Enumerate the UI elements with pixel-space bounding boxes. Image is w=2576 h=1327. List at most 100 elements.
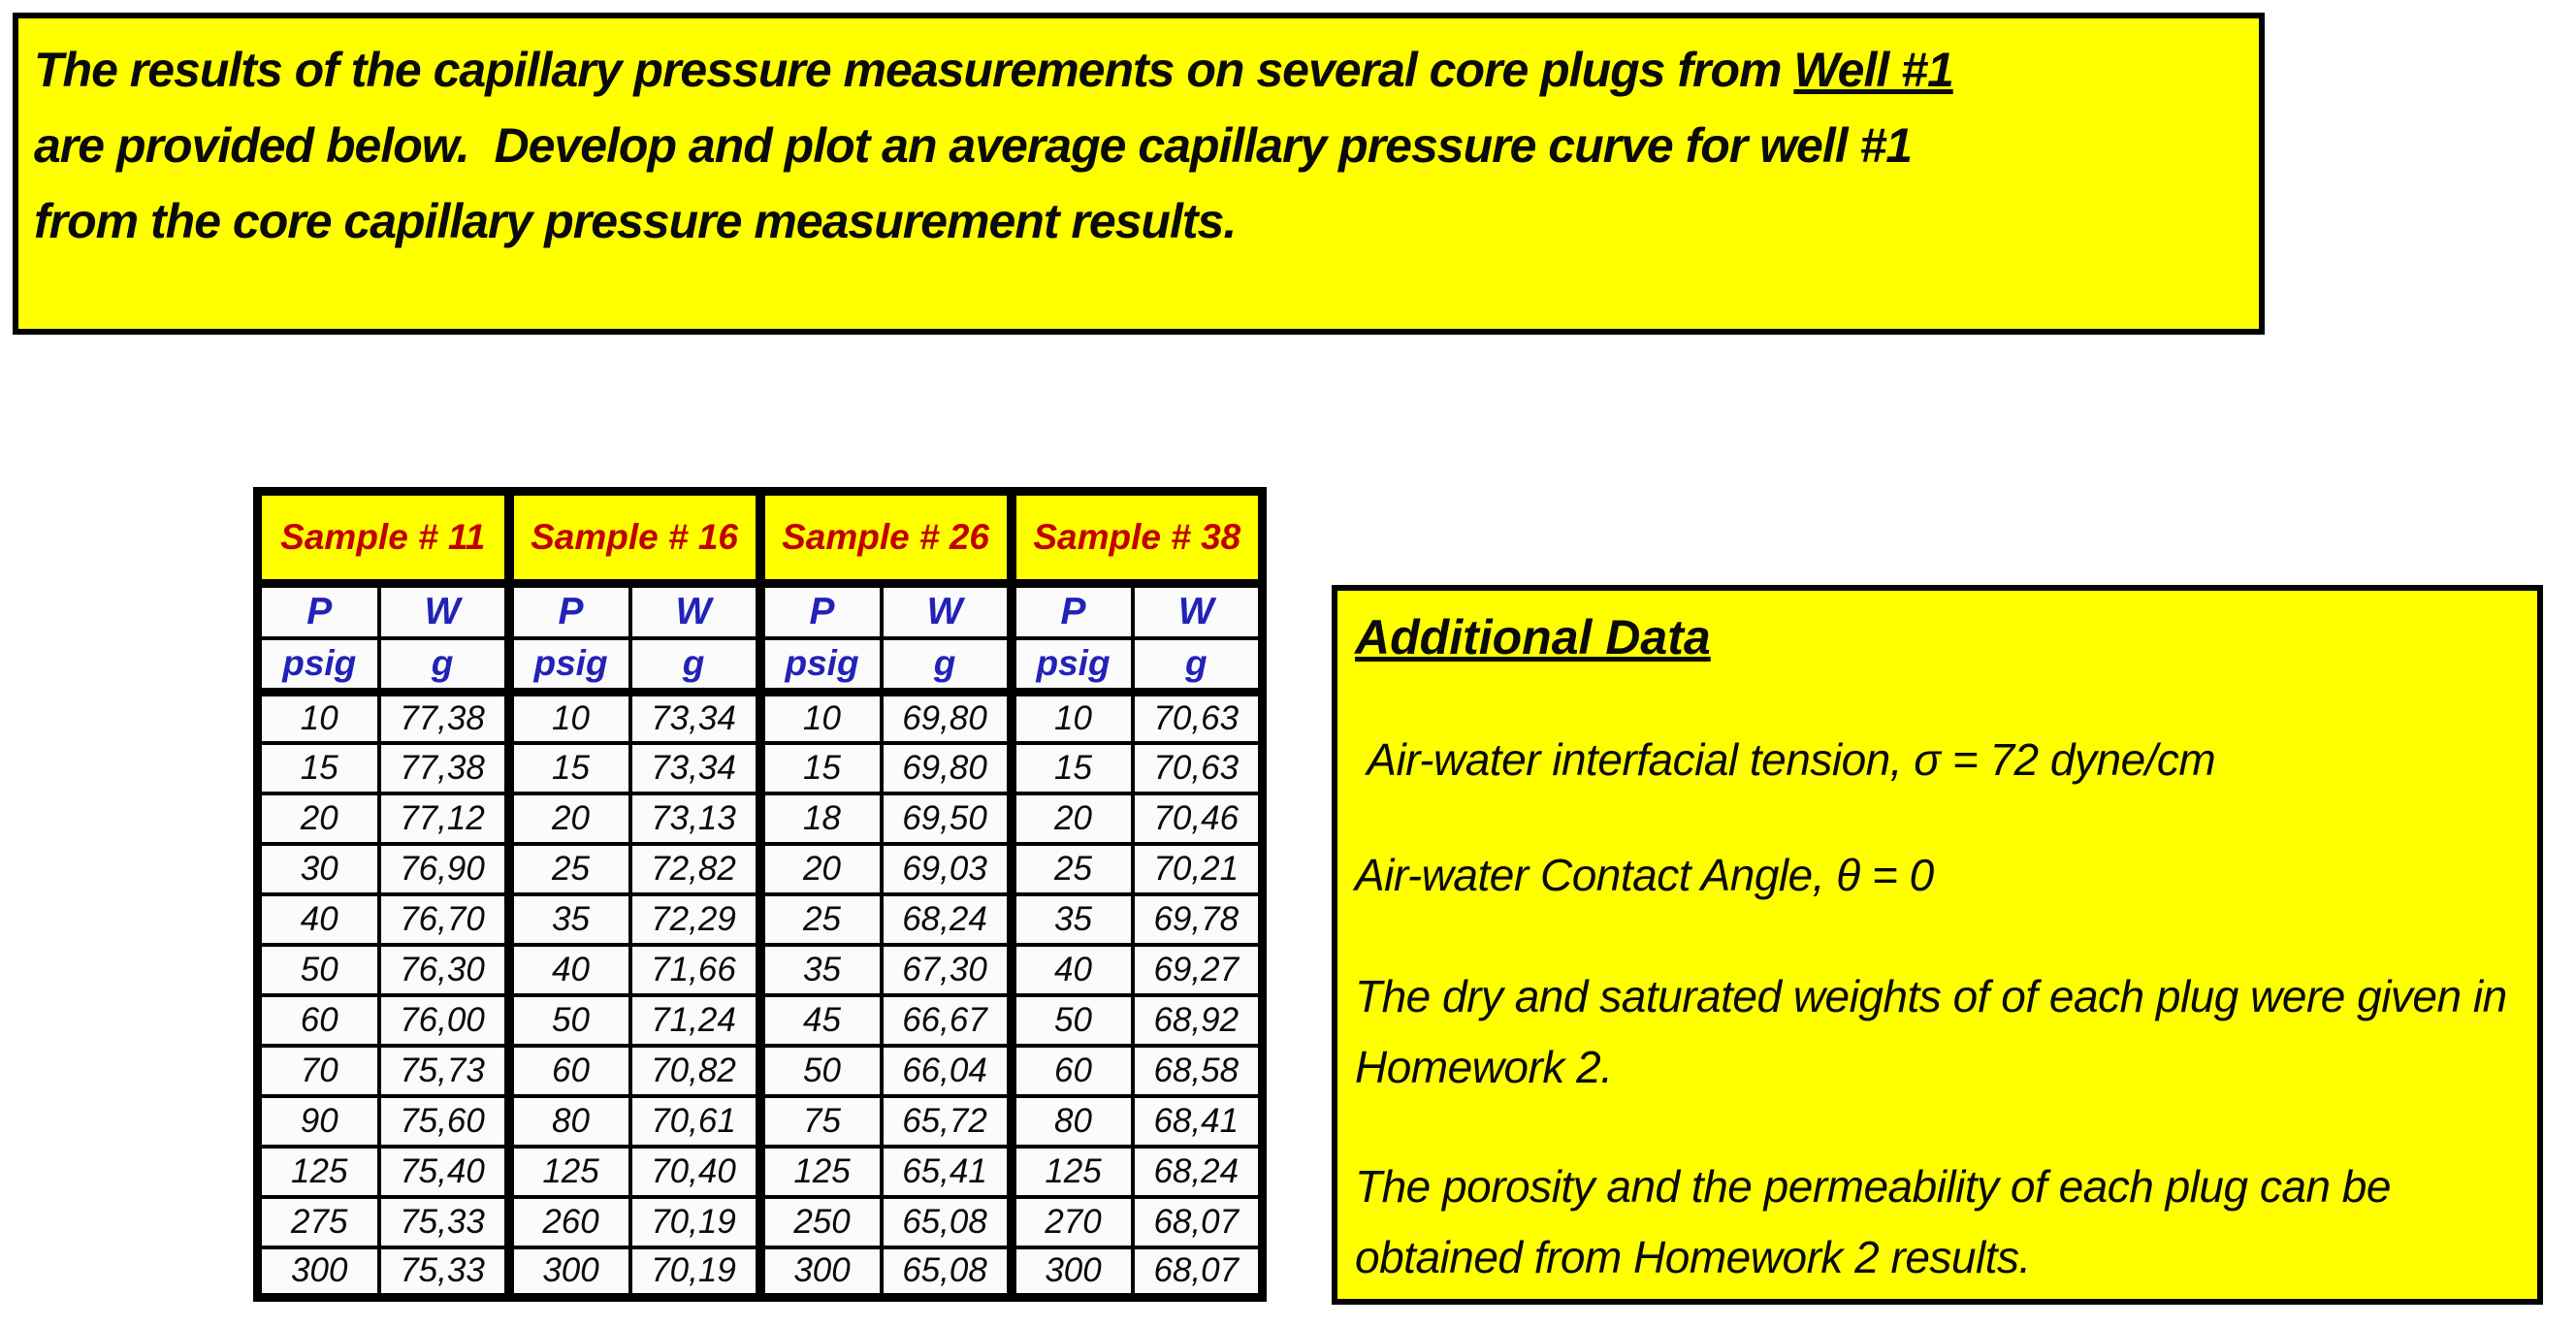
pressure-value-cell: 250 xyxy=(755,1194,884,1249)
weight-value-cell: 70,82 xyxy=(628,1043,762,1098)
weight-value-cell: 75,33 xyxy=(376,1245,511,1300)
contact-angle-note: Air-water Contact Angle, θ = 0 xyxy=(1355,850,1934,900)
weight-value-cell: 72,82 xyxy=(628,841,762,896)
pressure-symbol-header: P xyxy=(755,581,884,640)
pressure-value-cell: 35 xyxy=(755,942,884,997)
problem-text-line1-prefix: The results of the capillary pressure me… xyxy=(34,43,1794,97)
weight-value-cell: 72,29 xyxy=(628,891,762,947)
pressure-value-cell: 125 xyxy=(255,1144,381,1199)
pressure-value-cell: 10 xyxy=(503,690,632,745)
weight-value-cell: 73,34 xyxy=(628,690,762,745)
pressure-value-cell: 300 xyxy=(755,1245,884,1300)
pressure-value-cell: 15 xyxy=(255,740,381,795)
weight-symbol-header: W xyxy=(376,581,511,640)
weight-value-cell: 69,78 xyxy=(1130,891,1265,947)
pressure-value-cell: 60 xyxy=(255,992,381,1048)
table-row: 50 76,30 40 71,66 35 67,30 40 69,27 xyxy=(255,942,1265,997)
pressure-value-cell: 40 xyxy=(503,942,632,997)
pressure-symbol-header: P xyxy=(255,581,381,640)
weight-unit-header: g xyxy=(628,635,762,696)
weight-value-cell: 77,38 xyxy=(376,690,511,745)
weight-unit-header: g xyxy=(376,635,511,696)
weight-unit-header: g xyxy=(1130,635,1265,696)
weight-value-cell: 69,80 xyxy=(879,740,1014,795)
pressure-value-cell: 125 xyxy=(1006,1144,1135,1199)
weight-value-cell: 70,63 xyxy=(1130,740,1265,795)
weight-value-cell: 65,72 xyxy=(879,1093,1014,1149)
weight-value-cell: 68,24 xyxy=(879,891,1014,947)
weight-value-cell: 68,92 xyxy=(1130,992,1265,1048)
weight-value-cell: 73,13 xyxy=(628,791,762,846)
weight-value-cell: 75,60 xyxy=(376,1093,511,1149)
weight-value-cell: 68,58 xyxy=(1130,1043,1265,1098)
weight-value-cell: 70,19 xyxy=(628,1194,762,1249)
pressure-unit-header: psig xyxy=(503,635,632,696)
table-row: 40 76,70 35 72,29 25 68,24 35 69,78 xyxy=(255,891,1265,947)
weight-value-cell: 65,41 xyxy=(879,1144,1014,1199)
additional-data-title: Additional Data xyxy=(1355,600,2520,674)
pressure-value-cell: 275 xyxy=(255,1194,381,1249)
weight-value-cell: 69,50 xyxy=(879,791,1014,846)
problem-text-line1: The results of the capillary pressure me… xyxy=(34,32,2249,108)
weight-value-cell: 68,41 xyxy=(1130,1093,1265,1149)
weight-value-cell: 65,08 xyxy=(879,1194,1014,1249)
pressure-value-cell: 10 xyxy=(255,690,381,745)
pressure-symbol-header: P xyxy=(503,581,632,640)
pressure-value-cell: 300 xyxy=(503,1245,632,1300)
weight-symbol-header: W xyxy=(879,581,1014,640)
table-row: 15 77,38 15 73,34 15 69,80 15 70,63 xyxy=(255,740,1265,795)
pressure-value-cell: 35 xyxy=(1006,891,1135,947)
additional-data-box: Additional Data Air-water interfacial te… xyxy=(1332,585,2543,1305)
pressure-value-cell: 20 xyxy=(503,791,632,846)
pressure-value-cell: 50 xyxy=(755,1043,884,1098)
pressure-value-cell: 300 xyxy=(255,1245,381,1300)
pressure-value-cell: 25 xyxy=(755,891,884,947)
table-row: 20 77,12 20 73,13 18 69,50 20 70,46 xyxy=(255,791,1265,846)
table-row: 125 75,40 125 70,40 125 65,41 125 68,24 xyxy=(255,1144,1265,1199)
weight-value-cell: 65,08 xyxy=(879,1245,1014,1300)
weight-value-cell: 76,70 xyxy=(376,891,511,947)
weight-value-cell: 69,03 xyxy=(879,841,1014,896)
pressure-value-cell: 15 xyxy=(1006,740,1135,795)
table-row: 90 75,60 80 70,61 75 65,72 80 68,41 xyxy=(255,1093,1265,1149)
pressure-value-cell: 10 xyxy=(755,690,884,745)
pressure-value-cell: 25 xyxy=(503,841,632,896)
problem-text-line3: from the core capillary pressure measure… xyxy=(34,194,1237,248)
pressure-value-cell: 30 xyxy=(255,841,381,896)
weight-value-cell: 70,61 xyxy=(628,1093,762,1149)
symbol-header-row: P W P W P W P W xyxy=(255,581,1265,640)
pressure-value-cell: 25 xyxy=(1006,841,1135,896)
weight-value-cell: 66,67 xyxy=(879,992,1014,1048)
weight-value-cell: 68,07 xyxy=(1130,1194,1265,1249)
pressure-value-cell: 20 xyxy=(255,791,381,846)
sample-header-row: Sample # 11 Sample # 16 Sample # 26 Samp… xyxy=(255,489,1265,588)
pressure-value-cell: 40 xyxy=(1006,942,1135,997)
weight-value-cell: 69,27 xyxy=(1130,942,1265,997)
table-row: 10 77,38 10 73,34 10 69,80 10 70,63 xyxy=(255,690,1265,745)
table-row: 275 75,33 260 70,19 250 65,08 270 68,07 xyxy=(255,1194,1265,1249)
pressure-value-cell: 15 xyxy=(755,740,884,795)
problem-statement-banner: The results of the capillary pressure me… xyxy=(13,13,2265,335)
pressure-value-cell: 20 xyxy=(1006,791,1135,846)
pressure-value-cell: 60 xyxy=(1006,1043,1135,1098)
weight-value-cell: 70,21 xyxy=(1130,841,1265,896)
weight-value-cell: 68,24 xyxy=(1130,1144,1265,1199)
pressure-value-cell: 45 xyxy=(755,992,884,1048)
weight-value-cell: 75,40 xyxy=(376,1144,511,1199)
sample-38-header: Sample # 38 xyxy=(1006,489,1265,588)
weight-value-cell: 70,40 xyxy=(628,1144,762,1199)
pressure-value-cell: 60 xyxy=(503,1043,632,1098)
capillary-pressure-table: Sample # 11 Sample # 16 Sample # 26 Samp… xyxy=(253,487,1268,1302)
pressure-value-cell: 260 xyxy=(503,1194,632,1249)
pressure-unit-header: psig xyxy=(1006,635,1135,696)
weight-value-cell: 73,34 xyxy=(628,740,762,795)
weight-value-cell: 70,19 xyxy=(628,1245,762,1300)
sample-26-header: Sample # 26 xyxy=(755,489,1014,588)
weight-value-cell: 77,38 xyxy=(376,740,511,795)
pressure-value-cell: 15 xyxy=(503,740,632,795)
well-1-underlined-text: Well #1 xyxy=(1793,43,1953,97)
problem-text-line2: are provided below. Develop and plot an … xyxy=(34,118,1913,173)
pressure-unit-header: psig xyxy=(255,635,381,696)
weight-value-cell: 70,63 xyxy=(1130,690,1265,745)
weight-value-cell: 76,90 xyxy=(376,841,511,896)
